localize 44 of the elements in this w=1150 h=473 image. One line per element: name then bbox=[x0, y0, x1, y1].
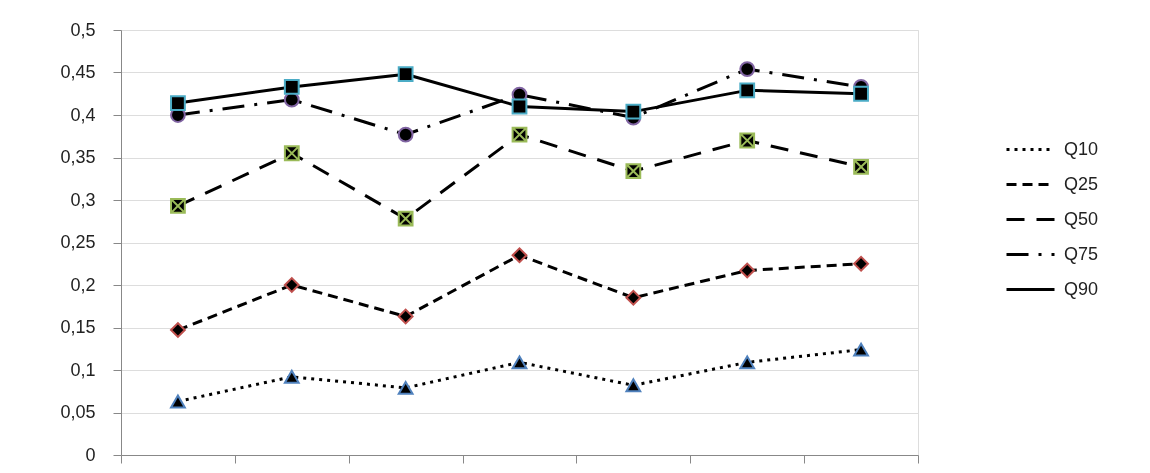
point bbox=[625, 163, 642, 179]
point bbox=[853, 255, 869, 272]
point bbox=[397, 210, 414, 227]
point bbox=[853, 342, 869, 357]
legend-label: Q90 bbox=[1064, 278, 1099, 299]
point bbox=[170, 198, 186, 214]
point bbox=[625, 378, 642, 393]
y-tick-label: 0,4 bbox=[70, 104, 96, 125]
legend-label: Q50 bbox=[1064, 208, 1099, 229]
point bbox=[511, 355, 528, 370]
point bbox=[170, 322, 186, 338]
point bbox=[170, 95, 186, 111]
point bbox=[283, 277, 300, 293]
y-tick-label: 0,25 bbox=[60, 232, 96, 252]
point bbox=[853, 85, 869, 102]
y-tick-label: 0,5 bbox=[70, 19, 96, 40]
y-tick-label: 0,1 bbox=[70, 359, 96, 380]
y-tick-label: 0,3 bbox=[70, 189, 96, 210]
point bbox=[397, 308, 414, 325]
point bbox=[625, 103, 642, 120]
legend-label: Q75 bbox=[1064, 243, 1099, 264]
point bbox=[739, 262, 756, 279]
legend-label: Q10 bbox=[1064, 138, 1099, 159]
point bbox=[625, 289, 642, 306]
y-tick-label: 0,05 bbox=[60, 402, 96, 422]
y-tick-label: 0 bbox=[85, 444, 96, 465]
y-tick-label: 0,35 bbox=[60, 147, 96, 167]
y-tick-label: 0,15 bbox=[60, 317, 96, 337]
point bbox=[283, 79, 300, 95]
legend-label: Q25 bbox=[1064, 173, 1099, 194]
y-tick-label: 0,2 bbox=[70, 274, 96, 295]
point bbox=[170, 394, 186, 409]
point bbox=[739, 355, 756, 370]
point bbox=[739, 61, 756, 77]
point bbox=[739, 82, 756, 99]
point bbox=[283, 369, 300, 384]
point bbox=[397, 126, 414, 143]
point bbox=[853, 158, 869, 175]
point bbox=[397, 380, 414, 395]
point bbox=[397, 66, 414, 83]
y-tick-label: 0,45 bbox=[60, 62, 96, 82]
point bbox=[511, 247, 528, 264]
point bbox=[283, 145, 300, 162]
point bbox=[511, 98, 528, 115]
